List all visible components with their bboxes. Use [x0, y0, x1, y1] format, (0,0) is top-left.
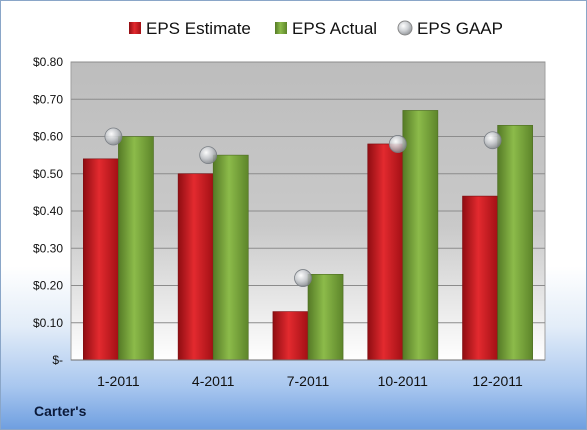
- y-tick-label: $0.20: [33, 279, 63, 293]
- gaap-marker: [294, 269, 312, 287]
- y-tick-label: $0.10: [33, 316, 63, 330]
- legend-label-estimate: EPS Estimate: [146, 19, 251, 38]
- y-tick-label: $0.50: [33, 167, 63, 181]
- x-tick-label: 12-2011: [472, 373, 523, 389]
- bar-eps-estimate: [272, 311, 309, 361]
- legend-swatch-estimate: [129, 22, 141, 34]
- bar-eps-actual: [402, 110, 439, 361]
- bars: [83, 110, 533, 361]
- gaap-markers: [104, 127, 502, 287]
- y-tick-label: $0.60: [33, 130, 63, 144]
- gaap-marker: [104, 127, 123, 146]
- gaap-marker: [483, 131, 502, 150]
- x-tick-label: 4-2011: [192, 373, 235, 389]
- y-tick-label: $0.80: [33, 55, 63, 69]
- bar-eps-estimate: [83, 158, 119, 361]
- gaap-marker: [199, 146, 218, 165]
- y-tick-label: $0.30: [33, 241, 63, 255]
- x-tick-label: 1-2011: [97, 373, 140, 389]
- bar-eps-actual: [118, 136, 154, 361]
- bar-eps-actual: [307, 274, 344, 361]
- legend: EPS Estimate EPS Actual EPS GAAP: [129, 19, 503, 38]
- bar-eps-estimate: [177, 173, 214, 361]
- x-axis: 1-2011 4-2011 7-2011 10-2011 12-2011: [71, 359, 545, 389]
- company-label: Carter's: [34, 403, 87, 419]
- legend-label-gaap: EPS GAAP: [417, 19, 503, 38]
- y-tick-label: $0.70: [33, 92, 63, 106]
- x-tick-label: 10-2011: [378, 373, 429, 389]
- legend-swatch-actual: [275, 22, 287, 34]
- y-tick-label: $-: [52, 353, 63, 367]
- legend-label-actual: EPS Actual: [292, 19, 377, 38]
- bar-eps-estimate: [462, 195, 498, 361]
- gaap-marker: [388, 135, 407, 153]
- x-tick-label: 7-2011: [287, 373, 330, 389]
- y-axis: $- $0.10 $0.20 $0.30 $0.40 $0.50 $0.60 $0.70 $0.…: [33, 55, 63, 367]
- bar-eps-estimate: [367, 143, 404, 361]
- bar-eps-actual: [497, 125, 533, 361]
- legend-marker-gaap: [397, 20, 413, 36]
- bar-eps-actual: [212, 154, 249, 361]
- y-tick-label: $0.40: [33, 204, 63, 218]
